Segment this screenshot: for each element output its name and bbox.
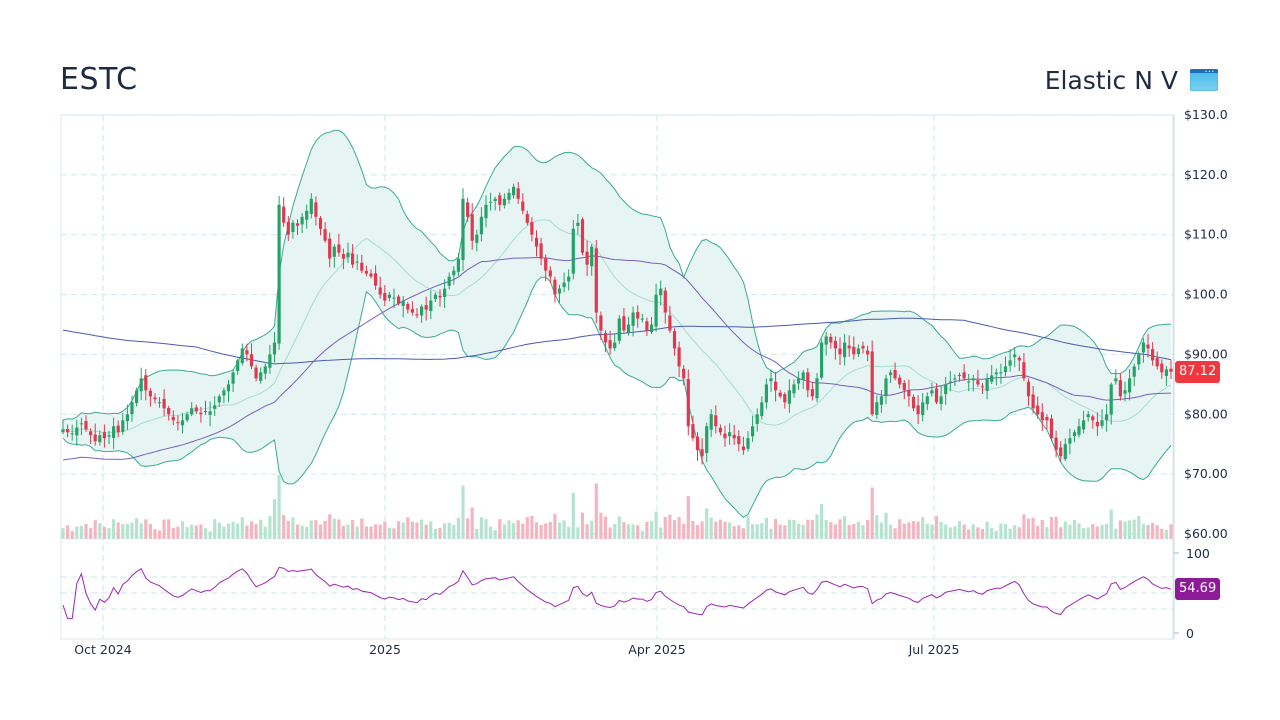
ticker-symbol: ESTC bbox=[60, 62, 138, 97]
price-tick-label: $120.0 bbox=[1184, 167, 1228, 182]
axes: $130.0 $120.0 $110.0 $100.0 $90.00 $80.00 $70.… bbox=[61, 107, 1228, 657]
price-tick-label: $110.0 bbox=[1184, 227, 1228, 242]
price-tick-label: $100.0 bbox=[1184, 287, 1228, 302]
date-tick-label: Apr 2025 bbox=[628, 642, 685, 657]
rsi-tick-label: 100 bbox=[1186, 546, 1210, 561]
volume-bars bbox=[61, 475, 1173, 539]
rsi-value-badge: 54.69 bbox=[1175, 578, 1221, 601]
window-app-icon: ••• bbox=[1190, 69, 1218, 91]
date-tick-label: Oct 2024 bbox=[74, 642, 131, 657]
date-tick-label: Jul 2025 bbox=[908, 642, 960, 657]
price-tick-label: $80.00 bbox=[1184, 406, 1228, 421]
rsi-panel bbox=[62, 566, 1172, 620]
price-tick-label: $70.00 bbox=[1184, 466, 1228, 481]
price-tick-label: $90.00 bbox=[1184, 346, 1228, 361]
date-tick-label: 2025 bbox=[369, 642, 401, 657]
rsi-tick-label: 0 bbox=[1186, 626, 1194, 641]
last-price-badge: 87.12 bbox=[1175, 360, 1221, 383]
price-tick-label: $60.00 bbox=[1184, 526, 1228, 541]
company-name: Elastic N V bbox=[1044, 66, 1178, 95]
price-tick-label: $130.0 bbox=[1184, 107, 1228, 122]
candlesticks bbox=[61, 182, 1173, 465]
bollinger-bands bbox=[62, 129, 1172, 519]
